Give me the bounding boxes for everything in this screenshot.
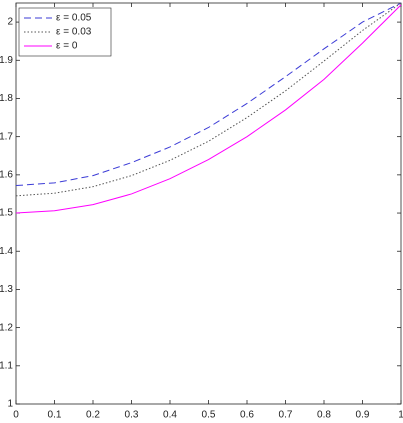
- x-tick-label: 0.8: [317, 410, 331, 421]
- legend-label: ε = 0.05: [56, 13, 92, 24]
- y-tick-label: 1.1: [0, 360, 13, 371]
- x-tick-label: 0.5: [202, 410, 216, 421]
- x-tick-label: 0: [13, 410, 19, 421]
- x-tick-label: 0.3: [125, 410, 139, 421]
- y-tick-label: 1.7: [0, 131, 13, 142]
- y-tick-label: 1.2: [0, 322, 13, 333]
- y-tick-label: 1.6: [0, 169, 13, 180]
- plot-area: [15, 2, 402, 405]
- y-tick-label: 1.5: [0, 208, 13, 219]
- x-tick-label: 0.1: [48, 410, 62, 421]
- legend-label: ε = 0: [56, 41, 78, 52]
- series-line: [15, 2, 402, 187]
- y-tick-label: 1.3: [0, 284, 13, 295]
- y-tick-label: 1.8: [0, 93, 13, 104]
- y-tick-label: 1.9: [0, 55, 13, 66]
- y-tick-label: 2: [7, 17, 13, 28]
- x-tick-label: 0.6: [240, 410, 254, 421]
- x-tick-label: 1: [398, 410, 403, 421]
- x-tick-label: 0.2: [86, 410, 100, 421]
- y-tick-label: 1: [7, 399, 13, 410]
- x-tick-label: 0.4: [163, 410, 177, 421]
- x-tick-label: 0.9: [356, 410, 370, 421]
- legend-label: ε = 0.03: [56, 27, 92, 38]
- series-line: [15, 4, 402, 214]
- legend-box: [18, 7, 112, 57]
- x-tick-label: 0.7: [279, 410, 293, 421]
- y-tick-label: 1.4: [0, 246, 13, 257]
